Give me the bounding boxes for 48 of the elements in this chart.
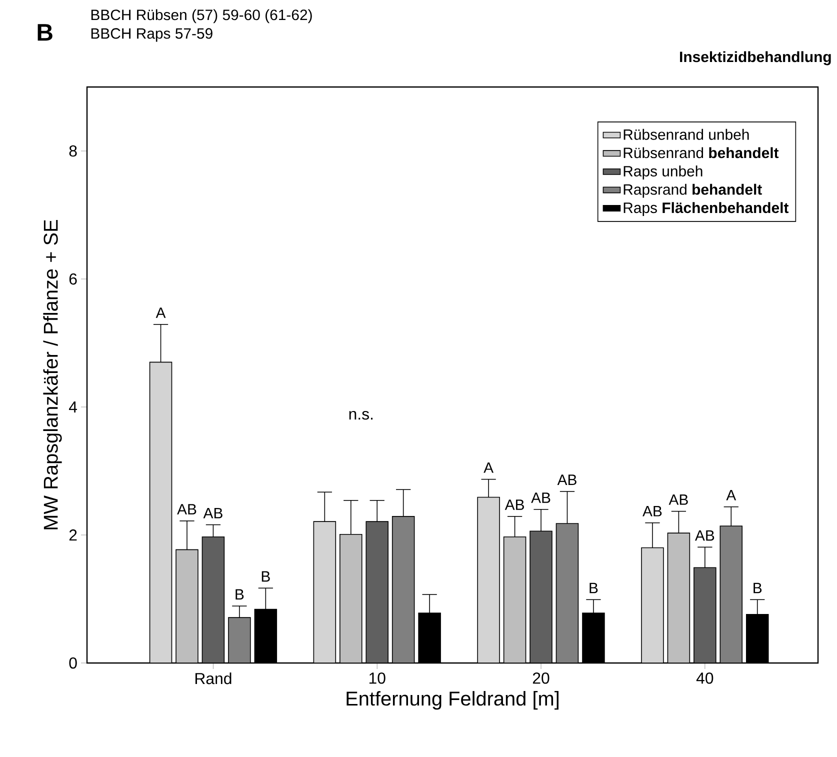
bar <box>530 530 552 663</box>
data-label: A <box>484 462 494 473</box>
y-axis-title: MW Rapsglanzkäfer / Pflanze + SE <box>43 220 62 530</box>
x-tick-label: 40 <box>696 672 714 684</box>
bar <box>366 521 388 663</box>
y-tick-label: 4 <box>68 402 78 412</box>
bar <box>641 547 664 663</box>
chart-title: Insektizidbehandlung <box>680 51 831 66</box>
data-label: AB <box>642 506 662 516</box>
data-label: AB <box>694 530 714 541</box>
data-label: AB <box>504 500 524 510</box>
y-tick-label: 2 <box>69 529 77 541</box>
x-axis-title: Entfernung Feldrand [m] <box>346 691 558 710</box>
data-label: A <box>156 308 166 318</box>
text: B <box>38 24 52 41</box>
legend-label: Raps Flächenbehandelt <box>624 202 789 216</box>
data-label: B <box>754 582 762 594</box>
y-tick-label: 6 <box>69 273 77 285</box>
data-label: AB <box>531 492 550 503</box>
x-tick-label: 10 <box>369 672 386 684</box>
legend-label: Rübsenrand behandelt <box>624 147 779 158</box>
data-label: AB <box>177 504 196 514</box>
annotation: n.s. <box>349 410 373 420</box>
data-label: B <box>236 589 244 600</box>
bar <box>694 567 716 663</box>
bar <box>667 532 690 663</box>
data-label: AB <box>203 508 222 518</box>
legend-label: Rübsenrand unbeh <box>624 128 749 140</box>
data-label: B <box>590 582 598 594</box>
text: BBCH Rübsen (57) 59-60 (61-62) <box>91 9 312 24</box>
x-tick-label: Rand <box>195 672 232 684</box>
bar <box>313 521 336 663</box>
bar <box>202 536 225 663</box>
data-label: AB <box>668 494 688 505</box>
bar <box>176 549 198 663</box>
bar <box>340 534 362 663</box>
legend-label: Rapsrand behandelt <box>624 184 762 198</box>
bar <box>503 536 526 663</box>
y-tick-label: 8 <box>69 145 77 157</box>
bar <box>477 496 500 663</box>
data-label: B <box>262 571 270 582</box>
x-tick-label: 20 <box>532 672 550 684</box>
data-label: A <box>726 490 736 500</box>
y-tick-label: 0 <box>69 657 77 669</box>
data-label: AB <box>557 474 576 485</box>
legend-label: Raps unbeh <box>624 166 702 180</box>
text: BBCH Raps 57-59 <box>91 28 212 42</box>
bar <box>149 362 172 663</box>
